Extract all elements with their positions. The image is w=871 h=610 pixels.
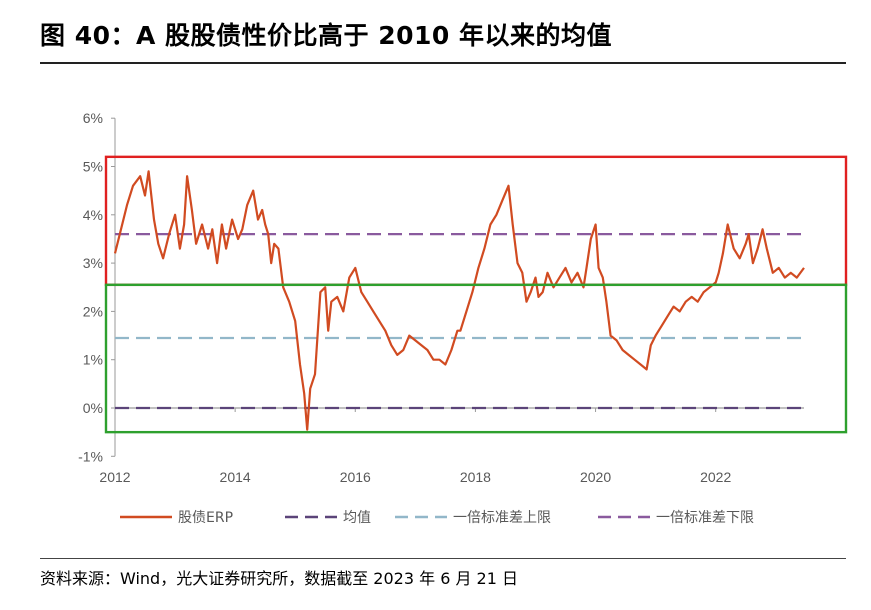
y-tick-label: 1% <box>83 352 103 368</box>
legend-label: 一倍标准差下限 <box>656 510 754 526</box>
title-rule <box>40 62 846 64</box>
x-tick-label: 2016 <box>340 469 371 485</box>
y-tick-label: 5% <box>83 159 103 175</box>
highlight-box <box>104 155 848 287</box>
x-tick-label: 2012 <box>99 469 130 485</box>
source-rule <box>40 558 846 559</box>
y-tick-label: 6% <box>83 110 103 126</box>
legend-label: 一倍标准差上限 <box>453 510 551 526</box>
x-tick-label: 2022 <box>700 469 731 485</box>
x-tick-label: 2020 <box>580 469 611 485</box>
legend-label: 均值 <box>343 510 371 526</box>
y-tick-label: -1% <box>78 448 103 464</box>
x-tick-label: 2018 <box>460 469 491 485</box>
source-note: 资料来源：Wind，光大证券研究所，数据截至 2023 年 6 月 21 日 <box>40 569 518 588</box>
figure-title: 图 40：A 股股债性价比高于 2010 年以来的均值 <box>40 21 613 50</box>
legend-label: 股债ERP <box>178 510 233 526</box>
erp-line-chart: -1% 0% 1% 2% 3% 4% 5% 6% 2012 2014 2016 2018 2020 202… <box>78 110 848 526</box>
highlight-box <box>104 283 848 434</box>
y-tick-label: 4% <box>83 207 103 223</box>
x-tick-label: 2014 <box>220 469 251 485</box>
y-tick-label: 2% <box>83 303 103 319</box>
y-tick-label: 0% <box>83 400 103 416</box>
erp-series-line <box>113 170 805 431</box>
y-tick-label: 3% <box>83 255 103 271</box>
